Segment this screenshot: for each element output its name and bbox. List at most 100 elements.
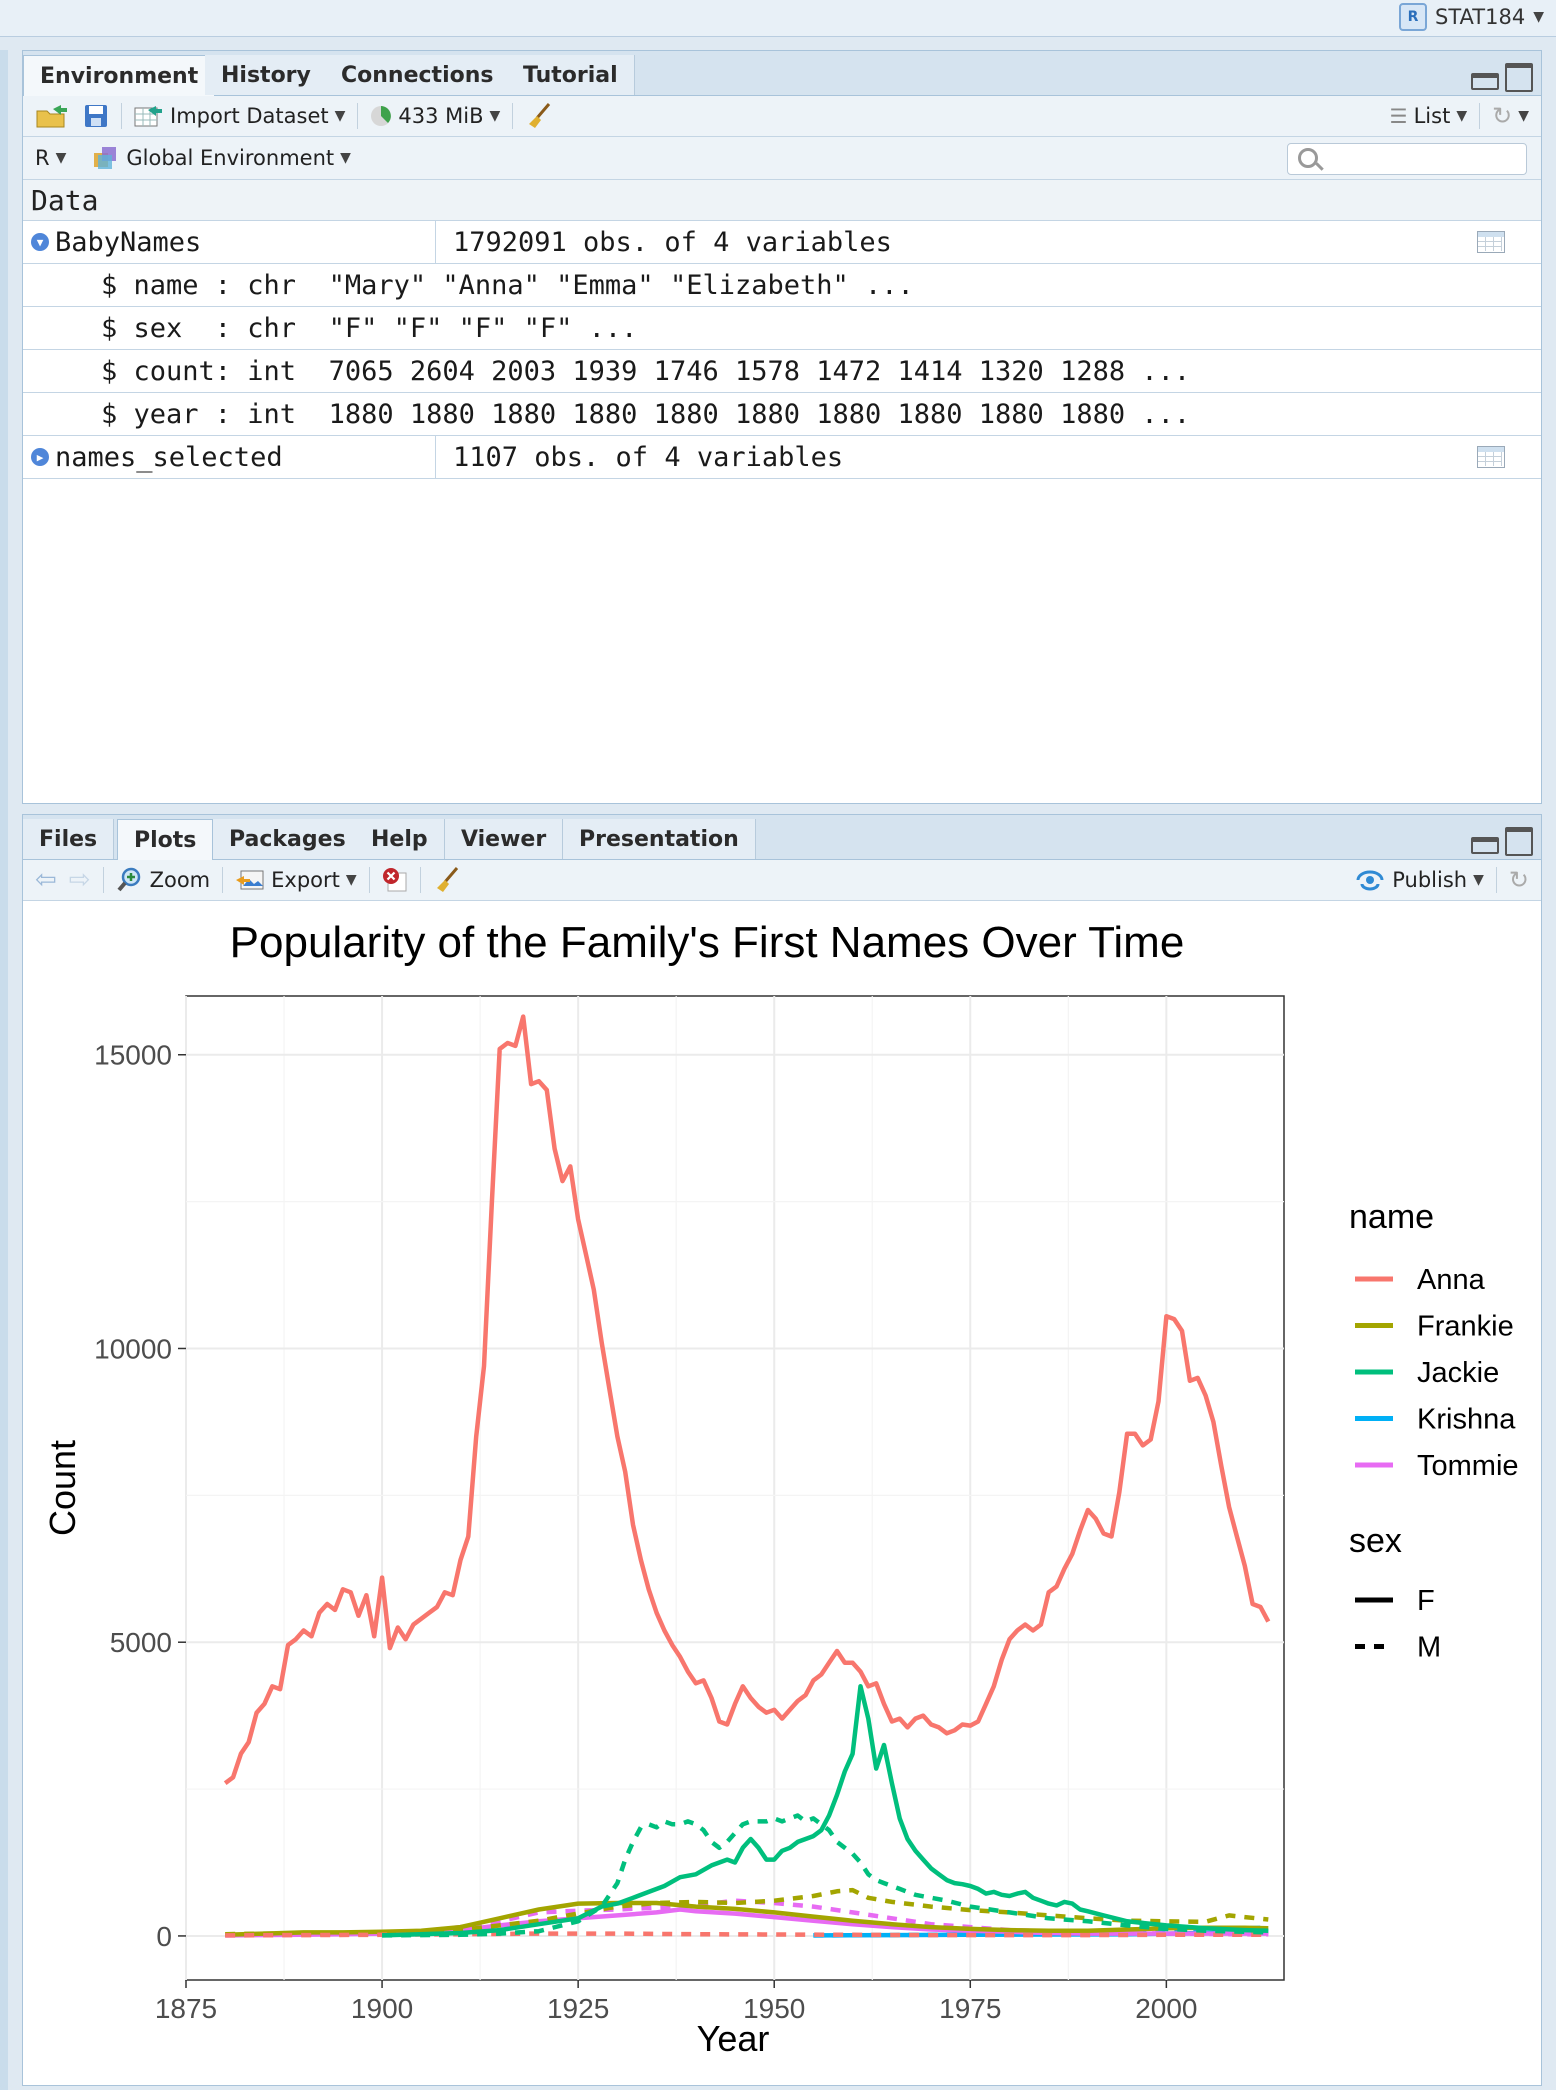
- broom-icon: [529, 103, 551, 128]
- clear-workspace-button[interactable]: [525, 102, 553, 130]
- legend-label: Anna: [1417, 1264, 1486, 1296]
- language-label: R: [35, 146, 50, 170]
- broom-icon: [436, 867, 458, 892]
- tab-files[interactable]: Files: [23, 819, 115, 859]
- environment-tabbar: Environment History Connections Tutorial: [23, 51, 1541, 96]
- legend-label: Tommie: [1417, 1450, 1519, 1482]
- maximize-pane-icon[interactable]: [1505, 63, 1533, 92]
- plot-panel: [185, 995, 1285, 1981]
- open-workspace-button[interactable]: [35, 103, 71, 129]
- refresh-button[interactable]: ↻ ▼: [1492, 102, 1529, 130]
- project-menu[interactable]: R STAT184 ▼: [1399, 3, 1544, 31]
- plot-viewer: Popularity of the Family's First Names O…: [23, 901, 1541, 2066]
- legend-title-color: name: [1349, 1198, 1434, 1236]
- tab-plots[interactable]: Plots: [117, 819, 214, 860]
- chevron-down-icon: ▼: [1456, 108, 1468, 124]
- memory-usage-label: 433 MiB: [398, 104, 484, 128]
- env-variable-row: $ count: int 7065 2604 2003 1939 1746 15…: [23, 350, 1541, 393]
- object-description: 1792091 obs. of 4 variables: [453, 226, 892, 258]
- series-line-anna-f: [223, 1014, 1271, 1786]
- refresh-icon: ↻: [1492, 102, 1513, 130]
- arrow-right-icon: ⇨: [68, 865, 91, 895]
- view-table-icon[interactable]: [1477, 231, 1505, 253]
- minimize-pane-icon[interactable]: [1471, 73, 1499, 90]
- legend-label: M: [1417, 1632, 1441, 1664]
- chevron-down-icon: ▼: [345, 872, 357, 888]
- x-tick-label: 1875: [155, 1993, 217, 2024]
- export-label: Export: [271, 868, 340, 892]
- import-dataset-icon: [134, 106, 162, 127]
- plots-tabbar: Files Plots Packages Help Viewer Present…: [23, 815, 1541, 860]
- env-variable-row: $ name : chr "Mary" "Anna" "Emma" "Eliza…: [23, 264, 1541, 307]
- y-tick-label: 10000: [94, 1333, 172, 1364]
- object-name: names_selected: [55, 441, 283, 473]
- x-tick-label: 2000: [1135, 1993, 1197, 2024]
- chevron-down-icon: ▼: [489, 108, 501, 124]
- tab-tutorial[interactable]: Tutorial: [507, 55, 635, 95]
- minimize-pane-icon[interactable]: [1471, 837, 1499, 854]
- export-button[interactable]: Export ▼: [235, 868, 357, 892]
- env-variable-row: $ year : int 1880 1880 1880 1880 1880 18…: [23, 393, 1541, 436]
- x-axis-title: Year: [697, 2018, 770, 2059]
- environment-label: Global Environment: [126, 146, 335, 170]
- series-lines: [223, 1014, 1271, 1938]
- environment-search-input[interactable]: [1287, 143, 1527, 175]
- zoom-icon: [117, 867, 140, 892]
- chevron-down-icon: ▼: [1473, 872, 1484, 888]
- env-variable-row: $ sex : chr "F" "F" "F" "F" ...: [23, 307, 1541, 350]
- expand-icon[interactable]: ▶: [31, 448, 49, 466]
- export-icon: [236, 870, 264, 890]
- save-icon: [85, 105, 107, 127]
- legend-label: F: [1417, 1585, 1435, 1617]
- remove-plot-button[interactable]: [382, 867, 408, 893]
- r-project-icon: R: [1399, 3, 1428, 31]
- x-tick-label: 1975: [939, 1993, 1001, 2024]
- tab-environment[interactable]: Environment: [23, 55, 216, 96]
- previous-plot-button[interactable]: ⇦: [35, 865, 57, 895]
- object-description: 1107 obs. of 4 variables: [453, 441, 844, 473]
- legend: name Anna Frankie Jackie Krishna Tommie sex FM: [1349, 1198, 1519, 1664]
- save-workspace-button[interactable]: [83, 103, 109, 129]
- zoom-button[interactable]: Zoom: [116, 866, 211, 894]
- tab-viewer[interactable]: Viewer: [445, 819, 564, 859]
- view-table-icon[interactable]: [1477, 446, 1505, 468]
- x-tick-label: 1950: [743, 1993, 805, 2024]
- refresh-plot-button[interactable]: ↻: [1509, 866, 1529, 894]
- clear-plots-button[interactable]: [433, 866, 461, 894]
- left-pane-edge[interactable]: [0, 50, 8, 2090]
- y-axis-title: Count: [42, 1440, 83, 1536]
- memory-usage-button[interactable]: 433 MiB ▼: [370, 104, 500, 128]
- environment-toolbar: Import Dataset ▼ 433 MiB ▼ ☰ List ▼ ↻ ▼: [23, 96, 1541, 137]
- view-mode-button[interactable]: ☰ List ▼: [1390, 104, 1467, 128]
- tab-presentation[interactable]: Presentation: [563, 819, 756, 859]
- chevron-down-icon: ▼: [1518, 108, 1529, 124]
- object-name: BabyNames: [55, 226, 202, 258]
- environment-icon: [94, 147, 117, 169]
- chevron-down-icon: ▼: [1533, 9, 1544, 25]
- y-tick-label: 0: [156, 1921, 172, 1952]
- plots-pane: Files Plots Packages Help Viewer Present…: [22, 814, 1542, 2086]
- import-dataset-label: Import Dataset: [170, 104, 329, 128]
- environment-toolbar-secondary: R ▼ Global Environment ▼: [23, 137, 1541, 180]
- x-tick-label: 1900: [351, 1993, 413, 2024]
- variable-summary: $ count: int 7065 2604 2003 1939 1746 15…: [101, 355, 1191, 387]
- tab-help[interactable]: Help: [355, 819, 445, 859]
- next-plot-button[interactable]: ⇨: [69, 865, 91, 895]
- publish-icon: [1356, 870, 1384, 891]
- x-tick-label: 1925: [547, 1993, 609, 2024]
- maximize-pane-icon[interactable]: [1505, 827, 1533, 856]
- import-dataset-button[interactable]: Import Dataset ▼: [134, 104, 345, 128]
- env-object-row[interactable]: ▶ names_selected 1107 obs. of 4 variables: [23, 436, 1541, 479]
- remove-plot-icon: [382, 868, 407, 892]
- collapse-icon[interactable]: ▼: [31, 233, 49, 251]
- tab-connections[interactable]: Connections: [325, 55, 511, 95]
- language-select[interactable]: R ▼: [35, 146, 66, 170]
- tab-history[interactable]: History: [205, 55, 328, 95]
- env-object-row[interactable]: ▼ BabyNames 1792091 obs. of 4 variables: [23, 221, 1541, 264]
- environment-select[interactable]: Global Environment ▼: [92, 145, 351, 171]
- memory-pie-icon: [371, 106, 392, 126]
- publish-button[interactable]: Publish ▼: [1354, 868, 1484, 892]
- zoom-label: Zoom: [149, 868, 211, 892]
- view-mode-label: List: [1413, 104, 1451, 128]
- tab-packages[interactable]: Packages: [213, 819, 363, 859]
